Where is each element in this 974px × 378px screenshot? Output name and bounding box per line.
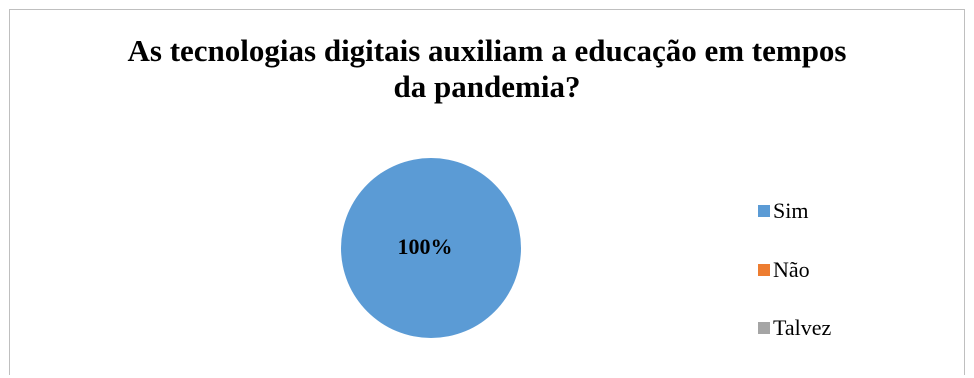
legend-item-talvez: Talvez: [758, 313, 831, 343]
legend-swatch-talvez: [758, 322, 770, 334]
pie-slice-sim: [341, 158, 521, 338]
chart-title: As tecnologias digitais auxiliam a educa…: [0, 33, 974, 105]
pie-data-labels: 100%: [398, 234, 453, 259]
data-label-sim: 100%: [398, 234, 453, 259]
legend-label-nao: Não: [773, 257, 810, 282]
legend-label-sim: Sim: [773, 198, 809, 223]
chart-title-line-2: da pandemia?: [393, 69, 581, 104]
legend-item-sim: Sim: [758, 196, 808, 226]
legend-swatch-nao: [758, 264, 770, 276]
legend-label-talvez: Talvez: [773, 315, 832, 340]
chart-title-line-1: As tecnologias digitais auxiliam a educa…: [127, 33, 847, 68]
legend-item-nao: Não: [758, 255, 810, 285]
pie-slices: [341, 158, 521, 338]
legend-swatch-sim: [758, 205, 770, 217]
